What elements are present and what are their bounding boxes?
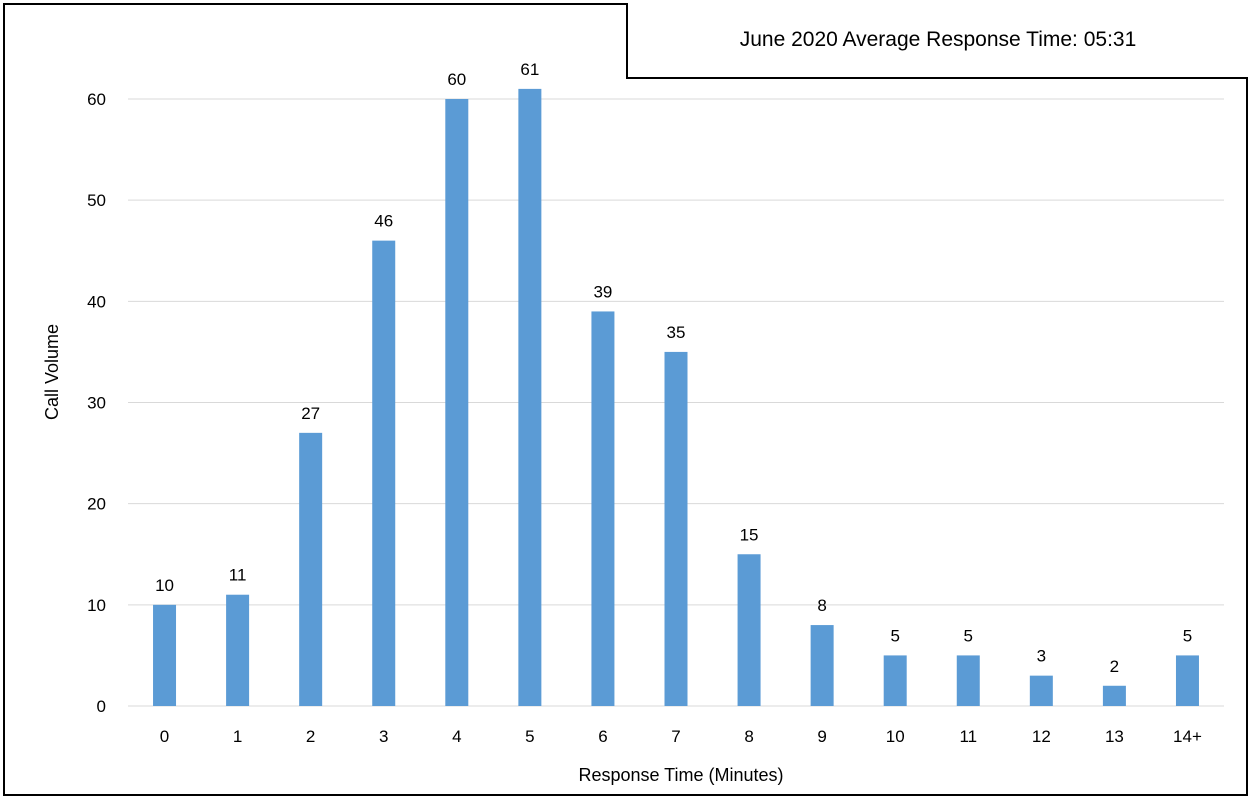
y-tick-label: 10: [87, 596, 106, 615]
x-tick-label: 2: [306, 727, 315, 746]
x-tick-label: 12: [1032, 727, 1051, 746]
y-tick-label: 30: [87, 394, 106, 413]
x-tick-label: 6: [598, 727, 607, 746]
y-tick-label: 40: [87, 292, 106, 311]
data-label: 2: [1110, 657, 1119, 676]
x-tick-label: 0: [160, 727, 169, 746]
data-label: 35: [667, 323, 686, 342]
x-tick-label: 11: [959, 727, 977, 746]
x-axis-ticks: 0 1 2 3 4 5 6 7 8 9 10 11 12 13 14+: [160, 727, 1202, 746]
data-label: 10: [155, 576, 174, 595]
data-label: 11: [229, 566, 247, 585]
bar: [883, 655, 907, 706]
x-tick-label: 10: [886, 727, 905, 746]
data-label: 27: [301, 404, 320, 423]
y-tick-label: 50: [87, 191, 106, 210]
x-tick-label: 9: [817, 727, 826, 746]
bar: [445, 99, 469, 706]
chart-frame: [3, 3, 1248, 796]
x-tick-label: 1: [233, 727, 242, 746]
x-tick-label: 4: [452, 727, 461, 746]
bar: [226, 594, 250, 706]
chart-title: June 2020 Average Response Time: 05:31: [739, 28, 1137, 51]
y-axis-ticks: 0 10 20 30 40 50 60: [87, 90, 106, 716]
bar: [153, 604, 177, 706]
bar: [591, 311, 615, 706]
x-tick-label: 14+: [1173, 727, 1202, 746]
y-tick-label: 60: [87, 90, 106, 109]
bar: [1029, 675, 1053, 706]
x-tick-label: 5: [525, 727, 534, 746]
x-tick-label: 8: [744, 727, 753, 746]
data-label: 3: [1037, 647, 1046, 666]
bar: [518, 88, 542, 707]
data-labels: 10 11 27 46 60 61 39 35 15 8 5 5 3 2 5: [155, 60, 1192, 676]
data-label: 5: [1183, 626, 1192, 645]
y-tick-label: 0: [97, 697, 106, 716]
x-axis-title: Response Time (Minutes): [578, 765, 783, 785]
bar: [810, 625, 834, 706]
data-label: 5: [964, 626, 973, 645]
x-tick-label: 7: [671, 727, 680, 746]
data-label: 60: [447, 70, 466, 89]
data-label: 46: [374, 212, 393, 231]
data-label: 5: [890, 626, 899, 645]
data-label: 8: [817, 596, 826, 615]
bar: [1102, 685, 1126, 706]
y-tick-label: 20: [87, 495, 106, 514]
bars: [153, 88, 1199, 707]
x-tick-label: 3: [379, 727, 388, 746]
bar: [299, 432, 323, 706]
bar: [737, 554, 761, 706]
bar: [1175, 655, 1199, 706]
x-tick-label: 13: [1105, 727, 1124, 746]
data-label: 39: [593, 282, 612, 301]
y-axis-title: Call Volume: [42, 324, 62, 420]
bar: [372, 240, 396, 706]
chart-title-box: June 2020 Average Response Time: 05:31: [626, 3, 1248, 79]
data-label: 15: [740, 525, 759, 544]
bar: [956, 655, 980, 706]
data-label: 61: [520, 60, 539, 79]
bar: [664, 351, 688, 706]
